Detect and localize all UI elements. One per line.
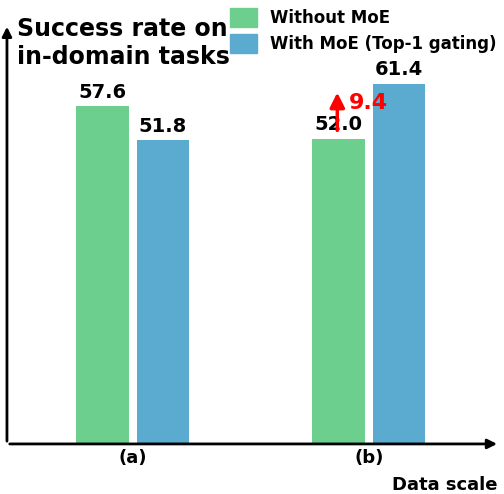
Bar [312, 139, 365, 444]
Text: 52.0: 52.0 [314, 115, 362, 134]
Text: 51.8: 51.8 [139, 117, 187, 135]
Bar [77, 106, 129, 444]
Legend: Without MoE, With MoE (Top-1 gating): Without MoE, With MoE (Top-1 gating) [230, 8, 496, 53]
Bar [137, 140, 189, 444]
Text: Success rate on
in-domain tasks: Success rate on in-domain tasks [17, 17, 230, 69]
Text: 57.6: 57.6 [79, 82, 127, 101]
Text: 61.4: 61.4 [375, 60, 423, 79]
Bar [372, 84, 425, 444]
Text: Data scale: Data scale [392, 476, 497, 494]
Text: 9.4: 9.4 [349, 93, 388, 113]
